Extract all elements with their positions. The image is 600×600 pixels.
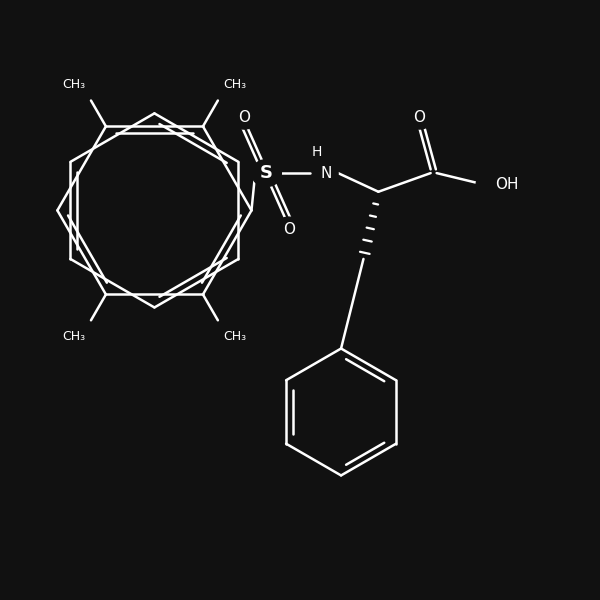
Text: CH₃: CH₃ [223,78,247,91]
Text: CH₃: CH₃ [223,330,247,343]
Ellipse shape [476,172,515,197]
Ellipse shape [405,105,434,129]
Text: OH: OH [496,177,519,192]
Ellipse shape [275,217,303,241]
Text: H: H [312,145,322,159]
Text: O: O [283,221,295,236]
Text: O: O [413,110,425,125]
Text: CH₃: CH₃ [62,330,85,343]
Ellipse shape [230,105,258,129]
Text: CH₃: CH₃ [62,78,85,91]
Text: N: N [320,166,332,181]
Ellipse shape [314,161,338,185]
Text: O: O [238,110,250,125]
Text: S: S [260,164,273,182]
Ellipse shape [251,160,281,187]
